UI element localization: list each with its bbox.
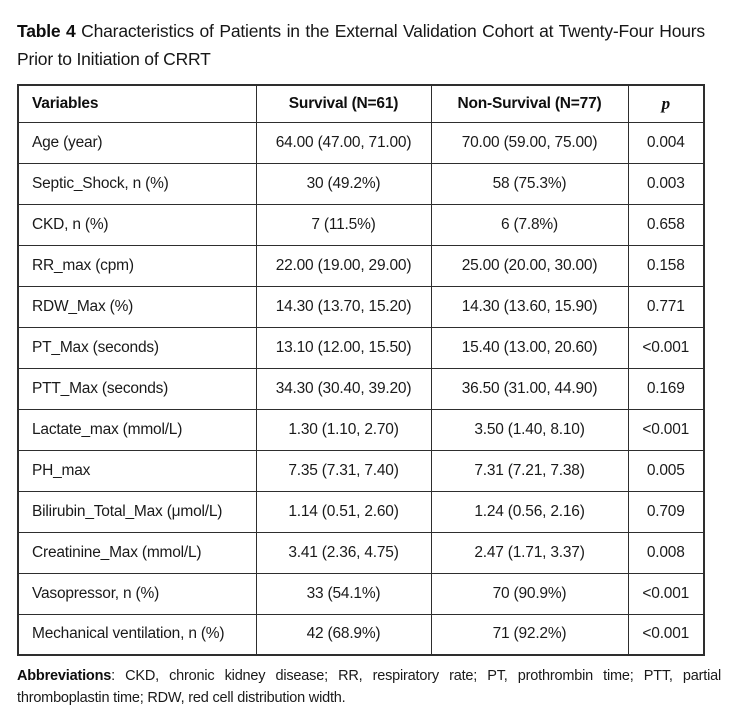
cell-non-survival: 71 (92.2%) — [430, 613, 629, 656]
cell-variable: CKD, n (%) — [17, 203, 257, 246]
table-row: Bilirubin_Total_Max (μmol/L) 1.14 (0.51, … — [17, 490, 705, 533]
cell-survival: 1.14 (0.51, 2.60) — [255, 490, 432, 533]
cell-p-value: 0.709 — [627, 490, 705, 533]
cell-survival: 3.41 (2.36, 4.75) — [255, 531, 432, 574]
cell-p-value: 0.658 — [627, 203, 705, 246]
cell-non-survival: 7.31 (7.21, 7.38) — [430, 449, 629, 492]
cell-survival: 33 (54.1%) — [255, 572, 432, 615]
cell-non-survival: 25.00 (20.00, 30.00) — [430, 244, 629, 287]
cell-p-value: <0.001 — [627, 572, 705, 615]
table-caption-text: Characteristics of Patients in the Exter… — [17, 21, 705, 69]
table-row: RR_max (cpm) 22.00 (19.00, 29.00) 25.00 (2… — [17, 244, 705, 287]
abbreviations-text: : CKD, chronic kidney disease; RR, respi… — [17, 668, 721, 706]
cell-non-survival: 70 (90.9%) — [430, 572, 629, 615]
table-row: PT_Max (seconds) 13.10 (12.00, 15.50) 15.4… — [17, 326, 705, 369]
table-row: RDW_Max (%) 14.30 (13.70, 15.20) 14.30 (13… — [17, 285, 705, 328]
table-row: Septic_Shock, n (%) 30 (49.2%) 58 (75.3%) 0… — [17, 162, 705, 205]
table-row: Mechanical ventilation, n (%) 42 (68.9%) 7… — [17, 613, 705, 656]
table-row: Creatinine_Max (mmol/L) 3.41 (2.36, 4.75)… — [17, 531, 705, 574]
cell-p-value: 0.771 — [627, 285, 705, 328]
cell-non-survival: 58 (75.3%) — [430, 162, 629, 205]
cell-survival: 14.30 (13.70, 15.20) — [255, 285, 432, 328]
cell-variable: Vasopressor, n (%) — [17, 572, 257, 615]
cell-non-survival: 15.40 (13.00, 20.60) — [430, 326, 629, 369]
table-row: PTT_Max (seconds) 34.30 (30.40, 39.20) 36.… — [17, 367, 705, 410]
table-body: Age (year) 64.00 (47.00, 71.00) 70.00 (59.… — [17, 121, 705, 656]
cell-survival: 22.00 (19.00, 29.00) — [255, 244, 432, 287]
table-row: CKD, n (%) 7 (11.5%) 6 (7.8%) 0.658 — [17, 203, 705, 246]
cell-p-value: <0.001 — [627, 613, 705, 656]
table-caption-number: Table 4 — [17, 21, 76, 41]
cell-variable: RDW_Max (%) — [17, 285, 257, 328]
cell-variable: Mechanical ventilation, n (%) — [17, 613, 257, 656]
cell-variable: Creatinine_Max (mmol/L) — [17, 531, 257, 574]
header-non-survival: Non-Survival (N=77) — [430, 84, 629, 123]
cell-p-value: 0.008 — [627, 531, 705, 574]
cell-p-value: 0.003 — [627, 162, 705, 205]
cell-non-survival: 70.00 (59.00, 75.00) — [430, 121, 629, 164]
cell-variable: Bilirubin_Total_Max (μmol/L) — [17, 490, 257, 533]
cell-non-survival: 14.30 (13.60, 15.90) — [430, 285, 629, 328]
cell-survival: 64.00 (47.00, 71.00) — [255, 121, 432, 164]
cell-non-survival: 1.24 (0.56, 2.16) — [430, 490, 629, 533]
table-caption: Table 4 Characteristics of Patients in t… — [17, 17, 705, 73]
table-header-row: Variables Survival (N=61) Non-Survival (… — [17, 84, 705, 123]
cell-survival: 13.10 (12.00, 15.50) — [255, 326, 432, 369]
cell-p-value: <0.001 — [627, 326, 705, 369]
cell-variable: PTT_Max (seconds) — [17, 367, 257, 410]
cell-survival: 42 (68.9%) — [255, 613, 432, 656]
abbreviations-note: Abbreviations: CKD, chronic kidney disea… — [17, 665, 721, 709]
cell-survival: 34.30 (30.40, 39.20) — [255, 367, 432, 410]
header-p-value: p — [627, 84, 705, 123]
cell-variable: Lactate_max (mmol/L) — [17, 408, 257, 451]
abbreviations-label: Abbreviations — [17, 668, 112, 684]
cell-non-survival: 3.50 (1.40, 8.10) — [430, 408, 629, 451]
table-row: PH_max 7.35 (7.31, 7.40) 7.31 (7.21, 7.38)… — [17, 449, 705, 492]
cell-non-survival: 36.50 (31.00, 44.90) — [430, 367, 629, 410]
cell-variable: Age (year) — [17, 121, 257, 164]
cell-non-survival: 6 (7.8%) — [430, 203, 629, 246]
cell-survival: 7 (11.5%) — [255, 203, 432, 246]
cell-p-value: 0.169 — [627, 367, 705, 410]
table-row: Lactate_max (mmol/L) 1.30 (1.10, 2.70) 3.5… — [17, 408, 705, 451]
cell-p-value: 0.005 — [627, 449, 705, 492]
patient-characteristics-table: Variables Survival (N=61) Non-Survival (… — [17, 84, 705, 656]
cell-survival: 1.30 (1.10, 2.70) — [255, 408, 432, 451]
cell-variable: Septic_Shock, n (%) — [17, 162, 257, 205]
cell-p-value: <0.001 — [627, 408, 705, 451]
cell-variable: PT_Max (seconds) — [17, 326, 257, 369]
table-row: Vasopressor, n (%) 33 (54.1%) 70 (90.9%) <0… — [17, 572, 705, 615]
cell-non-survival: 2.47 (1.71, 3.37) — [430, 531, 629, 574]
cell-variable: PH_max — [17, 449, 257, 492]
cell-p-value: 0.158 — [627, 244, 705, 287]
cell-variable: RR_max (cpm) — [17, 244, 257, 287]
cell-survival: 7.35 (7.31, 7.40) — [255, 449, 432, 492]
header-variables: Variables — [17, 84, 257, 123]
table-row: Age (year) 64.00 (47.00, 71.00) 70.00 (59.… — [17, 121, 705, 164]
cell-p-value: 0.004 — [627, 121, 705, 164]
cell-survival: 30 (49.2%) — [255, 162, 432, 205]
header-survival: Survival (N=61) — [255, 84, 432, 123]
